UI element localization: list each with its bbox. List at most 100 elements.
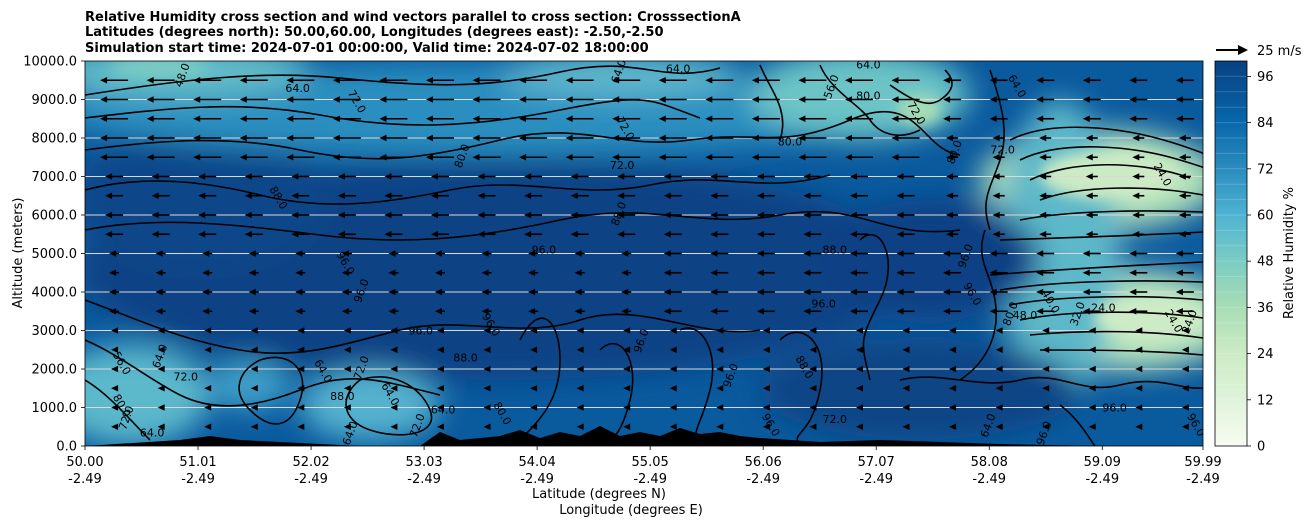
wind-vector <box>155 308 166 315</box>
wind-vector <box>570 231 589 238</box>
wind-vector <box>436 404 444 411</box>
wind-vector <box>995 385 1003 392</box>
chart-title-line-2: Latitudes (degrees north): 50.00,60.00, … <box>85 25 664 40</box>
contour-label: 88.0 <box>823 244 848 257</box>
wind-vector <box>100 115 129 122</box>
contour-line <box>859 233 890 381</box>
wind-vector <box>803 250 822 257</box>
x-tick-label-lat: 54.04 <box>519 455 556 470</box>
wind-vector <box>849 288 868 296</box>
wind-vector <box>481 250 492 257</box>
wind-vector <box>623 423 631 430</box>
colorbar-tick-label: 96 <box>1257 70 1274 85</box>
wind-vector <box>896 308 915 315</box>
wind-vector <box>1039 192 1052 199</box>
wind-vector <box>570 173 589 180</box>
wind-vector <box>1178 231 1191 238</box>
wind-vector <box>291 211 310 219</box>
wind-vector <box>1132 192 1145 199</box>
wind-vector <box>902 404 910 411</box>
contour-line <box>1039 187 1203 201</box>
wind-vector <box>157 404 165 411</box>
wind-vector <box>623 404 631 411</box>
wind-vector <box>896 211 915 219</box>
wind-vector <box>434 308 445 315</box>
wind-vector <box>530 327 538 334</box>
contour-label: 64.0 <box>140 426 165 439</box>
wind-vector <box>1085 231 1098 238</box>
wind-vector <box>574 269 585 276</box>
wind-vector <box>1178 192 1191 199</box>
wind-vector <box>995 327 1003 334</box>
wind-vector <box>756 192 775 199</box>
colorbar-tick-label: 12 <box>1257 393 1274 408</box>
wind-vector <box>519 96 548 103</box>
wind-vector <box>1175 308 1194 315</box>
wind-vector <box>669 423 677 430</box>
wind-vector <box>716 327 724 334</box>
wind-vector <box>1042 404 1050 411</box>
wind-vector <box>524 231 543 238</box>
wind-vector <box>111 365 119 373</box>
wind-vector <box>896 269 915 276</box>
wind-vector <box>1178 154 1191 161</box>
wind-vector <box>574 250 585 257</box>
wind-vector <box>1175 250 1194 257</box>
wind-vector <box>1085 134 1098 142</box>
wind-vector <box>809 365 817 373</box>
quiver-key-label: 25 m/s <box>1257 44 1302 59</box>
wind-vector <box>198 173 217 180</box>
wind-vector <box>756 288 775 296</box>
dry-spot-top-left <box>110 61 210 78</box>
wind-vector <box>1088 385 1096 392</box>
wind-vector <box>477 173 496 180</box>
colorbar-tick-label: 36 <box>1257 301 1274 316</box>
wind-vector <box>239 115 268 122</box>
wind-vector <box>157 365 165 373</box>
x-tick-label-lon: -2.49 <box>746 472 780 487</box>
wind-vector <box>146 134 175 142</box>
wind-vector <box>248 288 259 296</box>
wind-vector <box>472 134 501 142</box>
x-tick-label-lat: 55.05 <box>632 455 669 470</box>
wind-vector <box>244 173 263 180</box>
wind-vector <box>1129 96 1148 103</box>
wind-vector <box>669 385 677 392</box>
wind-vector <box>896 192 915 199</box>
contour-label: 72.0 <box>990 143 1015 156</box>
wind-vector <box>250 385 258 392</box>
wind-vector <box>286 154 315 161</box>
contour-label: 64.0 <box>666 63 691 76</box>
x-tick-label-lat: 56.06 <box>745 455 782 470</box>
wind-vector <box>658 77 687 84</box>
wind-vector <box>756 211 775 219</box>
colorbar-tick-label: 84 <box>1257 116 1274 131</box>
wind-vector <box>483 385 491 392</box>
moist-left-region <box>85 130 330 270</box>
wind-vector <box>710 231 729 238</box>
wind-vector <box>762 327 770 334</box>
wind-vector <box>472 96 501 103</box>
wind-vector <box>992 134 1005 142</box>
wind-vector <box>943 269 962 276</box>
wind-vector <box>337 231 356 238</box>
contour-label: 72.0 <box>610 159 635 172</box>
wind-vector <box>434 269 445 276</box>
wind-vector <box>803 211 822 219</box>
wind-vector <box>1085 154 1098 161</box>
wind-vector <box>663 250 682 257</box>
colorbar-bands <box>1215 75 1247 432</box>
contour-label: 48.0 <box>1013 309 1038 322</box>
wind-vector <box>751 134 780 142</box>
contour-line <box>889 69 953 105</box>
wind-vector <box>332 154 361 161</box>
wind-vector <box>1135 404 1143 411</box>
wind-vector <box>762 423 770 430</box>
lower-moist-region <box>760 340 1080 440</box>
contour-line <box>85 65 721 96</box>
wind-vector <box>576 404 584 411</box>
wind-vector <box>105 231 124 238</box>
wind-vector <box>111 346 119 353</box>
wind-vector <box>995 346 1003 353</box>
